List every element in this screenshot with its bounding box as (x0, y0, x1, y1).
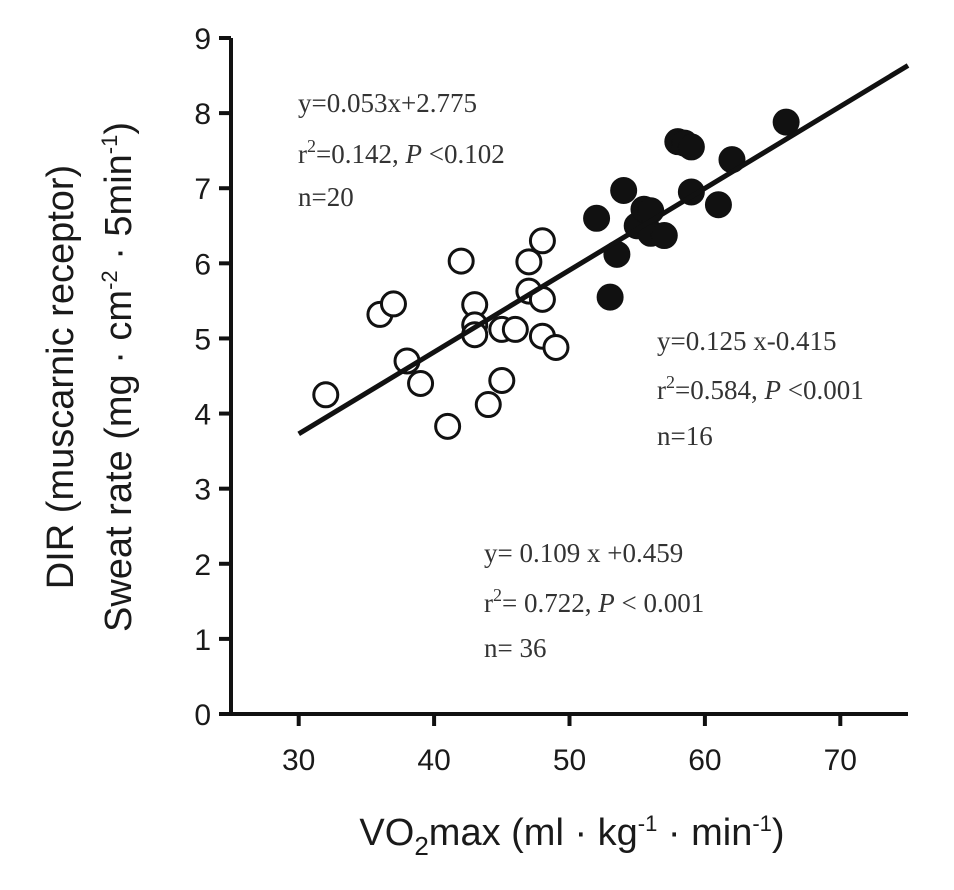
data-point-filled (677, 133, 705, 161)
y-tick-label: 3 (194, 474, 211, 507)
annotation-all: y= 0.109 x +0.459 r2= 0.722, P < 0.001 n… (484, 538, 704, 663)
annotation-r2: r2=0.142, P <0.102 (298, 136, 505, 169)
annotation-equation: y=0.053x+2.775 (298, 88, 477, 118)
data-point-open (474, 391, 502, 419)
data-point-open (434, 412, 462, 440)
data-point-filled (704, 191, 732, 219)
x-tick-label: 30 (282, 744, 315, 777)
x-tick-label: 50 (553, 744, 586, 777)
annotation-r2: r2=0.584, P <0.001 (657, 372, 864, 405)
x-tick-label: 70 (824, 744, 857, 777)
annotation-n: n=16 (657, 421, 713, 451)
y-axis-label-line2: Sweat rate (mg · cm-2 · 5min-1) (97, 122, 140, 632)
data-point-filled (596, 283, 624, 311)
data-point-open (312, 381, 340, 409)
data-point-open (542, 333, 570, 361)
x-tick-label: 60 (688, 744, 721, 777)
regression-line (297, 63, 910, 437)
data-point-open (447, 247, 475, 275)
annotation-r2: r2= 0.722, P < 0.001 (484, 585, 704, 618)
data-point-filled (772, 108, 800, 136)
data-point-open (488, 367, 516, 395)
annotation-open: y=0.053x+2.775 r2=0.142, P <0.102 n=20 (298, 88, 505, 212)
data-point-open (501, 315, 529, 343)
annotation-equation: y= 0.109 x +0.459 (484, 538, 683, 568)
annotation-filled: y=0.125 x-0.415 r2=0.584, P <0.001 n=16 (657, 326, 864, 451)
x-axis-label: VO2max (ml · kg-1 · min-1) (359, 811, 784, 861)
y-tick-label: 8 (194, 98, 211, 131)
y-axis-label-line1: DIR (muscarnic receptor) (40, 165, 82, 589)
y-tick-label: 4 (194, 399, 211, 432)
y-tick-label: 9 (194, 23, 211, 56)
y-tick-label: 0 (194, 699, 211, 732)
data-point-open (528, 227, 556, 255)
y-tick-label: 1 (194, 624, 211, 657)
y-tick-label: 7 (194, 173, 211, 206)
y-tick-label: 2 (194, 549, 211, 582)
y-tick-label: 5 (194, 323, 211, 356)
data-point-filled (583, 204, 611, 232)
x-tick-label: 40 (417, 744, 450, 777)
annotation-n: n= 36 (484, 633, 546, 663)
annotation-n: n=20 (298, 182, 354, 212)
y-tick-label: 6 (194, 248, 211, 281)
data-point-filled (650, 222, 678, 250)
data-point-open (407, 370, 435, 398)
annotation-equation: y=0.125 x-0.415 (657, 326, 836, 356)
data-point-filled (610, 176, 638, 204)
data-point-open (515, 248, 543, 276)
data-point-open (379, 290, 407, 318)
